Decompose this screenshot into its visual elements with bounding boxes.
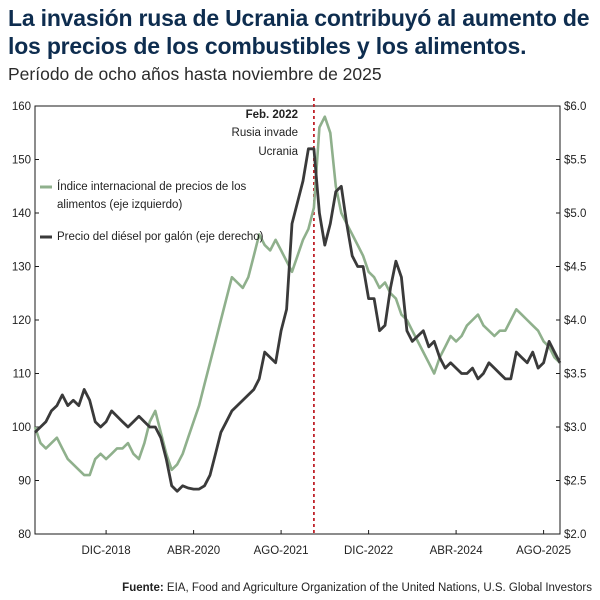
left-tick-label: 160 [12, 101, 31, 113]
x-tick-label: AGO-2025 [516, 545, 571, 557]
right-tick-label: $6.0 [564, 101, 586, 113]
x-tick-label: DIC-2018 [81, 545, 130, 557]
legend-diesel-label: Precio del diésel por galón (eje derecho… [57, 231, 264, 243]
right-tick-label: $3.0 [564, 422, 586, 434]
annotation-date: Feb. 2022 [246, 109, 298, 121]
left-tick-label: 140 [12, 208, 31, 220]
source-note: Fuente: EIA, Food and Agriculture Organi… [122, 582, 592, 594]
left-tick-label: 110 [13, 369, 31, 381]
left-tick-label: 150 [12, 155, 31, 167]
x-tick-label: AGO-2021 [254, 545, 309, 557]
left-tick-label: 120 [12, 315, 31, 327]
left-axis-ticks: 80 90 100 110 120 130 140 150 160 [12, 101, 39, 541]
right-axis-ticks: $2.0 $2.5 $3.0 $3.5 $4.0 $4.5 $5.0 $5.5 $6.0 [556, 101, 586, 541]
x-tick-label: ABR-2020 [167, 545, 220, 557]
x-tick-label: ABR-2024 [430, 545, 484, 557]
left-tick-label: 90 [18, 476, 31, 488]
food-index-series-line [33, 115, 561, 477]
right-tick-label: $5.0 [564, 208, 586, 220]
source-label: Fuente: [122, 582, 164, 594]
chart-title: La invasión rusa de Ucrania contribuyó a… [8, 5, 590, 59]
right-tick-label: $4.0 [564, 315, 586, 327]
left-tick-label: 130 [12, 262, 31, 274]
left-tick-label: 80 [18, 529, 31, 541]
right-tick-label: $4.5 [564, 262, 586, 274]
annotation-line-2: Ucrania [258, 146, 298, 158]
right-tick-label: $3.5 [564, 369, 586, 381]
legend-food-label-line-2: alimentos (eje izquierdo) [57, 199, 182, 211]
x-axis-ticks: DIC-2018 ABR-2020 AGO-2021 DIC-2022 ABR-2024… [81, 530, 571, 557]
annotation-line-1: Rusia invade [232, 127, 298, 139]
right-tick-label: $5.5 [564, 155, 586, 167]
right-tick-label: $2.5 [564, 476, 586, 488]
source-text: EIA, Food and Agriculture Organization o… [166, 582, 592, 594]
x-tick-label: DIC-2022 [344, 545, 393, 557]
right-tick-label: $2.0 [564, 529, 586, 541]
chart-subtitle: Período de ocho años hasta noviembre de … [8, 64, 382, 84]
diesel-price-series-line [34, 147, 562, 493]
legend-food-label-line-1: Índice internacional de precios de los [57, 180, 246, 193]
left-tick-label: 100 [12, 422, 31, 434]
